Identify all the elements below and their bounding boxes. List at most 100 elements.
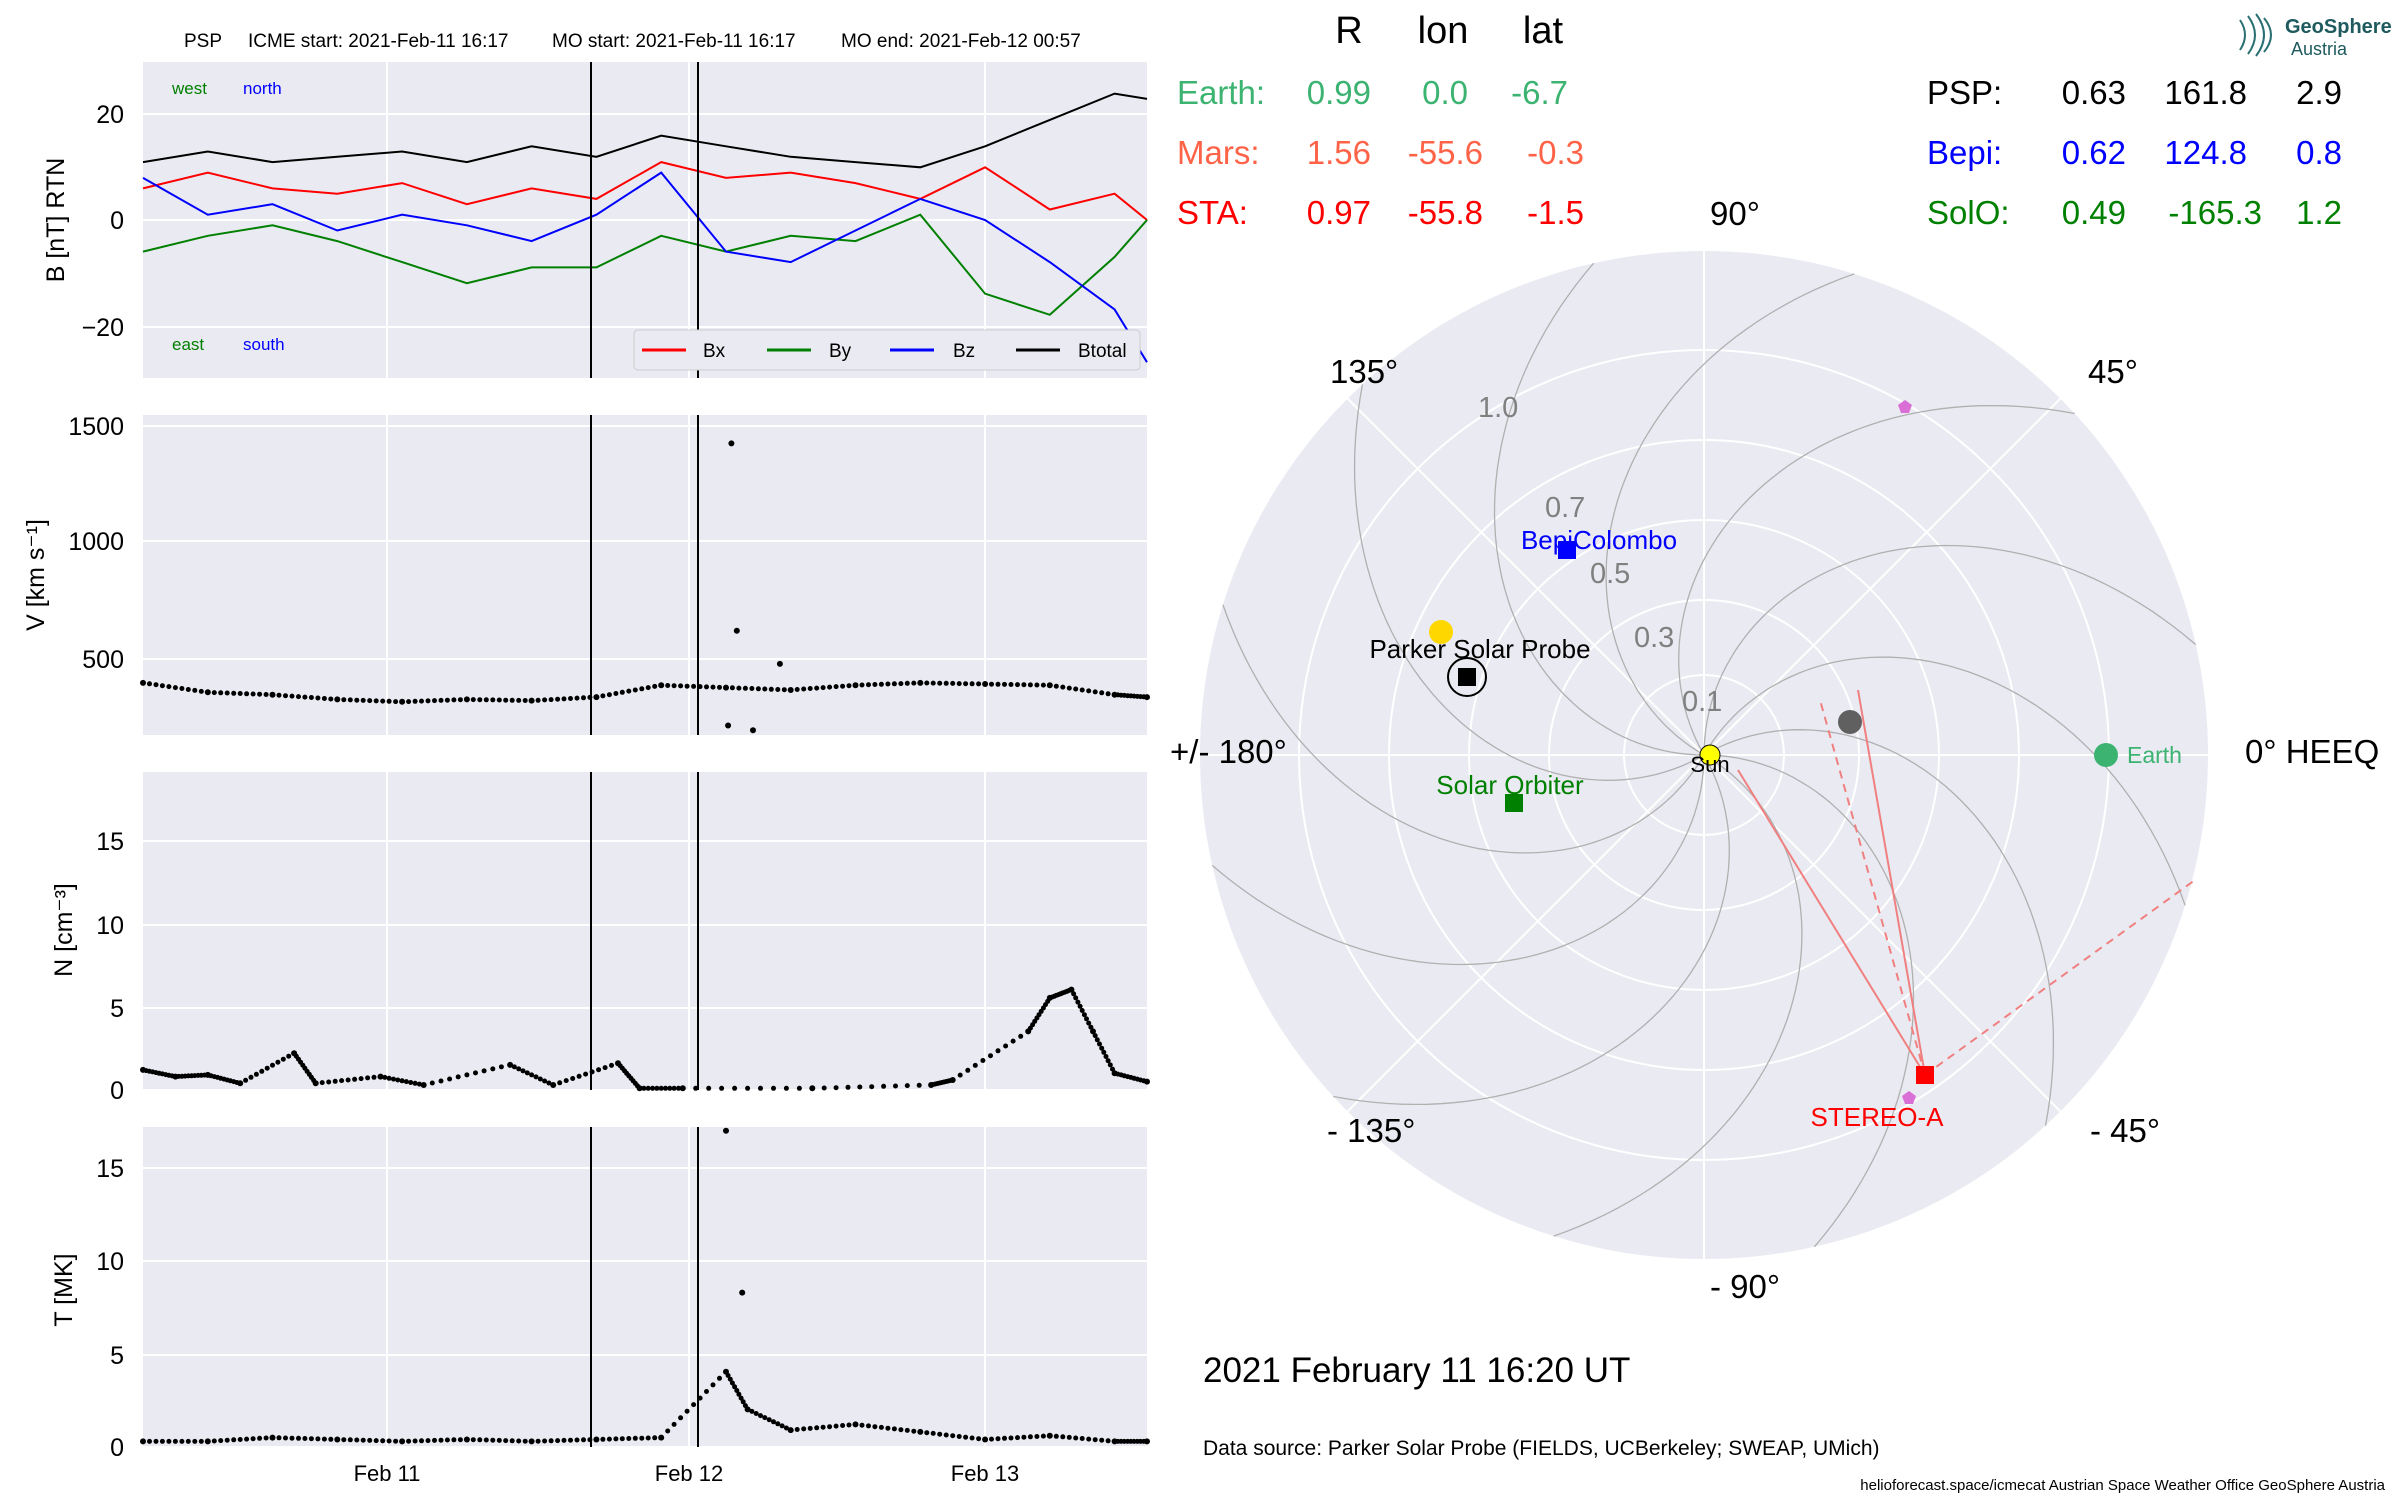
data-point [779,1423,785,1429]
data-point [1008,682,1014,687]
data-point [438,1078,444,1084]
polar-radius-labels: 0.1 0.3 0.5 0.7 1.0 [1478,392,1722,718]
solo-name: SolO: [1927,194,2010,231]
row-bepi: Bepi: 0.62 124.8 0.8 [1927,134,2342,171]
series-btotal [142,92,1148,169]
data-point [1046,1432,1053,1439]
row-psp: PSP: 0.63 161.8 2.9 [1927,74,2342,111]
data-point [684,683,690,689]
data-point [866,682,871,688]
earth-marker [2094,743,2118,767]
data-point [179,686,185,691]
radius-0.3: 0.3 [1634,622,1674,654]
data-point [619,1436,625,1442]
data-point [988,1053,993,1059]
data-point [814,685,820,691]
data-point [1086,1020,1092,1026]
data-point [276,1435,282,1441]
data-point [1002,681,1007,687]
data-point [645,685,651,691]
data-point [391,1076,396,1082]
data-point [393,699,399,705]
data-point [204,1438,211,1445]
data-point [153,1438,159,1444]
data-point [429,1080,435,1086]
data-point [704,684,709,690]
radius-0.5: 0.5 [1590,558,1630,590]
col-header-lon: lon [1418,10,1469,52]
data-point [328,696,334,702]
data-point [224,690,230,696]
data-point [275,1059,281,1065]
data-point [516,697,522,703]
data-point [339,1078,345,1084]
data-point [283,1435,288,1441]
data-point [537,1076,543,1082]
data-point [507,1061,514,1068]
header-icme-start: ICME start: 2021-Feb-11 16:17 [248,31,509,52]
data-point [548,697,554,703]
data-point [408,1080,414,1085]
bepi-lon: 124.8 [2164,134,2247,171]
data-point [1144,1438,1150,1445]
density-points [140,986,1150,1092]
data-point [691,1402,697,1408]
data-point [509,697,515,703]
data-point [632,1435,638,1441]
panel-v-background [143,415,1147,735]
v-yticks: 1500 1000 500 [68,413,124,674]
data-point [665,1428,671,1434]
data-point [211,690,217,696]
data-point [377,1073,384,1080]
mars-marker-north [1898,400,1912,413]
data-point [613,691,619,696]
data-point [742,685,748,691]
data-point [367,698,373,704]
data-point [483,1437,489,1443]
data-point [1003,1043,1009,1049]
data-point [1101,1049,1107,1055]
data-point [412,698,418,704]
data-point [684,1408,690,1414]
data-point [1144,694,1150,701]
angle-spoke [1703,397,2062,756]
venus-marker [1429,620,1453,644]
psp-name: PSP: [1927,74,2002,111]
ytick-10: 10 [96,912,124,940]
polar-grid [1200,251,2208,1259]
data-point [432,1437,437,1443]
sta-lat: -1.5 [1527,194,1584,231]
data-point [308,1436,314,1442]
data-point [1066,1434,1072,1440]
data-point [244,691,250,697]
legend-bz: Bz [953,341,975,362]
data-point [496,697,502,703]
data-point [717,1375,722,1381]
solo-r: 0.49 [2062,194,2126,231]
data-point [1015,1435,1020,1441]
data-point [270,1062,275,1068]
label-south: south [243,335,285,354]
data-point [956,681,962,687]
data-point [248,1074,254,1080]
angle-0: 0° HEEQ [2245,733,2379,770]
panel-density: 15 10 5 0 N [cm⁻³] [50,772,1150,1105]
data-point [276,692,282,698]
data-point [904,1083,910,1089]
v-ylabel: V [km s⁻¹] [22,519,50,631]
spiral-line [1333,754,1730,1106]
data-point [965,1067,971,1073]
angle-minus-135: - 135° [1327,1112,1415,1149]
data-point [373,1438,379,1444]
data-point [1071,991,1077,997]
data-point [930,1430,936,1436]
outlier-point [728,440,735,447]
data-point [528,1438,535,1445]
data-point [658,682,665,689]
data-point [399,698,406,705]
ytick-500: 500 [82,646,124,674]
data-point [1002,1435,1007,1441]
data-point [1053,683,1059,689]
data-point [781,687,787,693]
data-point [463,1436,470,1443]
